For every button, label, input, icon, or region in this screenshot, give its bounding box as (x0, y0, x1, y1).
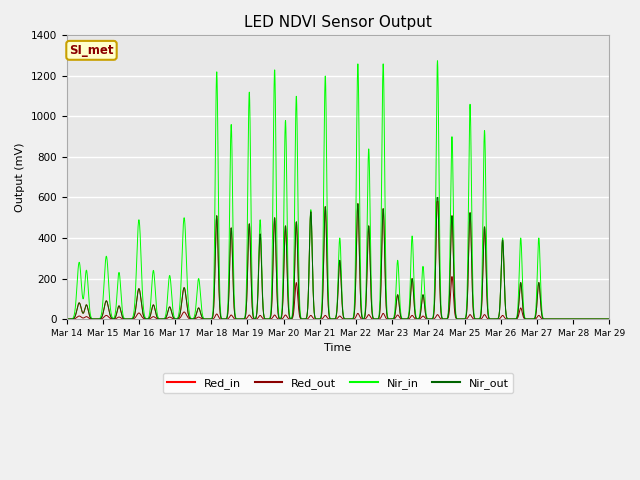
Legend: Red_in, Red_out, Nir_in, Nir_out: Red_in, Red_out, Nir_in, Nir_out (163, 373, 513, 393)
Line: Nir_in: Nir_in (67, 61, 609, 319)
Red_out (127, 316, 135, 322)
Red_out (271, 312, 278, 318)
Red_in (605, 316, 613, 322)
Red_out (63, 316, 70, 322)
Nir_out (271, 216, 278, 222)
Red_out (605, 316, 613, 322)
Red_in (433, 199, 441, 204)
Red_in (591, 316, 598, 322)
Red_in (403, 316, 410, 322)
Red_in (556, 316, 563, 322)
Nir_out (591, 316, 598, 322)
Nir_out (605, 316, 613, 322)
Nir_in (556, 316, 563, 322)
Title: LED NDVI Sensor Output: LED NDVI Sensor Output (244, 15, 432, 30)
Red_in (577, 316, 584, 322)
Nir_in (403, 316, 410, 322)
Red_in (553, 316, 561, 322)
Line: Red_out: Red_out (67, 276, 609, 319)
Nir_out (127, 316, 135, 322)
Red_out (403, 316, 410, 322)
Red_out (556, 316, 563, 322)
Nir_out (403, 316, 410, 322)
Nir_out (553, 316, 561, 322)
X-axis label: Time: Time (324, 343, 351, 353)
Red_in (63, 316, 70, 322)
Nir_in (591, 316, 598, 322)
Red_out (577, 316, 584, 322)
Nir_out (577, 316, 584, 322)
Red_out (448, 274, 456, 279)
Nir_out (556, 316, 563, 322)
Red_in (127, 316, 135, 322)
Red_out (591, 316, 598, 322)
Nir_out (63, 316, 70, 322)
Nir_in (433, 58, 441, 64)
Red_in (271, 216, 278, 222)
Nir_in (605, 316, 613, 322)
Line: Nir_out: Nir_out (67, 197, 609, 319)
Text: SI_met: SI_met (69, 44, 114, 57)
Line: Red_in: Red_in (67, 202, 609, 319)
Red_out (553, 316, 561, 322)
Nir_in (127, 316, 135, 322)
Nir_out (433, 194, 441, 200)
Y-axis label: Output (mV): Output (mV) (15, 143, 25, 212)
Nir_in (63, 316, 70, 322)
Nir_in (553, 316, 561, 322)
Nir_in (271, 69, 278, 75)
Nir_in (577, 316, 584, 322)
